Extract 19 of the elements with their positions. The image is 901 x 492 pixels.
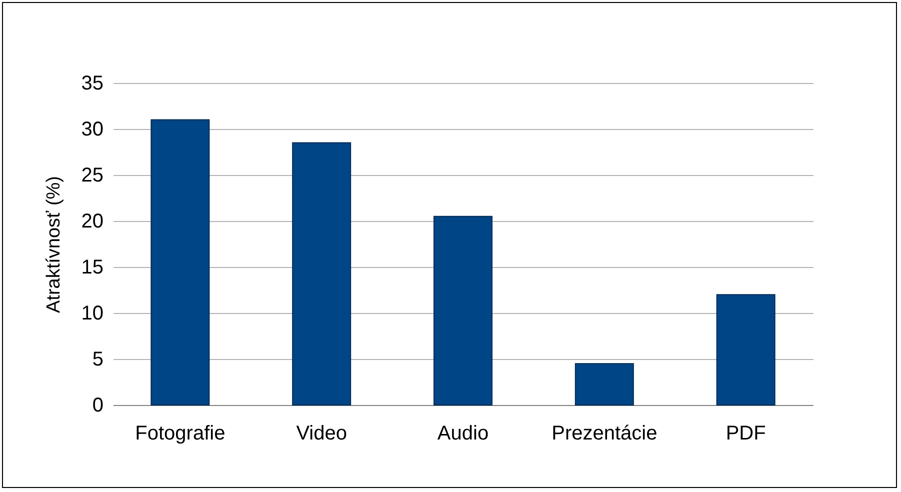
bar (434, 216, 492, 406)
y-tick-label: 20 (81, 210, 104, 232)
y-tick-label: 25 (81, 164, 104, 186)
x-tick-label: Prezentácie (552, 422, 658, 444)
bar (292, 142, 352, 406)
y-tick-label: 10 (81, 302, 104, 324)
x-tick-label: Video (296, 422, 347, 444)
y-axis-title: Atraktívnosť (%) (43, 176, 64, 313)
bar (716, 294, 776, 406)
y-tick-label: 5 (92, 348, 104, 370)
y-tick-label: 0 (92, 394, 104, 416)
y-tick-label: 30 (81, 118, 104, 140)
bar (150, 119, 210, 406)
bar (574, 363, 634, 406)
y-tick-label: 35 (81, 72, 104, 94)
x-tick-label: Audio (437, 422, 489, 444)
y-tick-label: 15 (81, 256, 104, 278)
x-tick-label: PDF (726, 422, 766, 444)
x-tick-label: Fotografie (135, 422, 226, 444)
